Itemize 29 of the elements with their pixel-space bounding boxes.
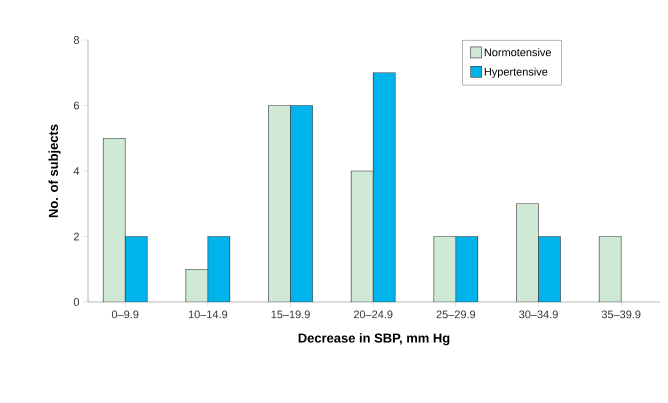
x-tick-label: 35–39.9	[602, 310, 640, 318]
bar	[456, 236, 478, 302]
x-axis-title: Decrease in SBP, mm Hg	[298, 333, 450, 346]
x-tick-label: 20–24.9	[354, 310, 392, 318]
bar	[538, 236, 561, 302]
bar	[102, 138, 126, 302]
bar	[598, 236, 622, 302]
x-tick-label: 10–14.9	[188, 310, 228, 318]
y-tick-label: 0	[74, 298, 80, 306]
y-tick-label: 8	[74, 36, 79, 44]
y-tick-label: 6	[74, 102, 79, 110]
legend-label: Normotensive	[484, 48, 551, 56]
bar	[372, 72, 396, 302]
bar	[208, 236, 230, 302]
x-tick-label: 25–29.9	[436, 310, 476, 318]
y-axis-title: No. of subjects	[48, 124, 61, 218]
y-tick-label: 2	[74, 232, 79, 240]
bar	[516, 203, 539, 302]
x-tick-label: 30–34.9	[519, 310, 558, 318]
y-tick-label: 4	[74, 167, 80, 175]
bar	[124, 236, 148, 302]
bar	[268, 105, 291, 302]
x-tick-label: 15–19.9	[272, 310, 310, 318]
bar	[434, 236, 456, 302]
legend-label: Hypertensive	[484, 68, 548, 78]
x-tick-label: 0–9.9	[112, 310, 138, 318]
bar	[186, 268, 208, 302]
bar	[350, 170, 374, 302]
bar	[290, 105, 313, 302]
